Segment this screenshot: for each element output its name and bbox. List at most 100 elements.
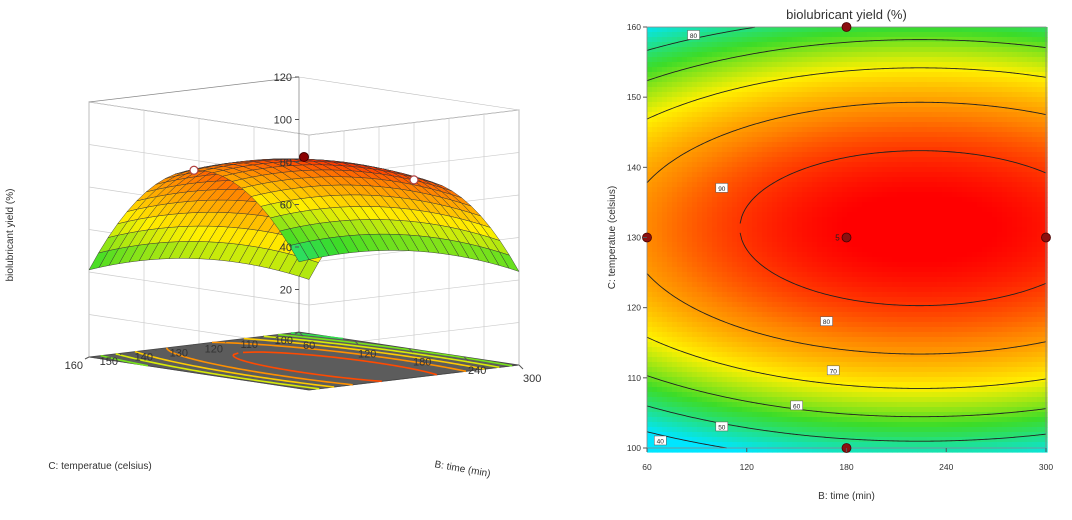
heat-cell: [782, 322, 788, 328]
heat-cell: [887, 177, 893, 183]
heat-cell: [867, 52, 873, 58]
heat-cell: [782, 127, 788, 133]
heat-cell: [647, 322, 653, 328]
heat-cell: [737, 232, 743, 238]
heat-cell: [767, 247, 773, 253]
heat-cell: [812, 92, 818, 98]
heat-cell: [882, 112, 888, 118]
heat-cell: [772, 227, 778, 233]
heat-cell: [672, 417, 678, 423]
heat-cell: [767, 37, 773, 43]
heat-cell: [877, 52, 883, 58]
heat-cell: [732, 152, 738, 158]
heat-cell: [847, 107, 853, 113]
heat-cell: [647, 82, 653, 88]
heat-cell: [672, 357, 678, 363]
heat-cell: [707, 212, 713, 218]
heat-cell: [882, 317, 888, 323]
heat-cell: [817, 37, 823, 43]
heat-cell: [887, 382, 893, 388]
heat-cell: [772, 357, 778, 363]
heat-cell: [847, 427, 853, 433]
heat-cell: [747, 92, 753, 98]
heat-cell: [722, 252, 728, 258]
heat-cell: [727, 352, 733, 358]
heat-cell: [892, 347, 898, 353]
heat-cell: [807, 87, 813, 93]
heat-cell: [842, 292, 848, 298]
heat-cell: [857, 97, 863, 103]
heat-cell: [792, 277, 798, 283]
heat-cell: [867, 267, 873, 273]
heat-cell: [837, 212, 843, 218]
heat-cell: [737, 317, 743, 323]
heat-cell: [722, 367, 728, 373]
heat-cell: [852, 202, 858, 208]
heat-cell: [757, 412, 763, 418]
heat-cell: [877, 267, 883, 273]
heat-cell: [677, 212, 683, 218]
heat-cell: [682, 117, 688, 123]
heat-cell: [837, 52, 843, 58]
heat-cell: [767, 312, 773, 318]
heat-cell: [672, 82, 678, 88]
heat-cell: [867, 137, 873, 143]
heat-cell: [797, 122, 803, 128]
heat-cell: [737, 202, 743, 208]
heat-cell: [732, 82, 738, 88]
heat-cell: [662, 217, 668, 223]
heat-cell: [687, 157, 693, 163]
heat-cell: [862, 107, 868, 113]
heat-cell: [817, 177, 823, 183]
heat-cell: [787, 307, 793, 313]
heat-cell: [772, 417, 778, 423]
heat-cell: [772, 382, 778, 388]
heat-cell: [787, 322, 793, 328]
heat-cell: [792, 362, 798, 368]
heat-cell: [657, 302, 663, 308]
heat-cell: [887, 312, 893, 318]
z-tick-label: 60: [280, 200, 292, 212]
heat-cell: [877, 172, 883, 178]
heat-cell: [812, 392, 818, 398]
heat-cell: [862, 42, 868, 48]
heat-cell: [682, 282, 688, 288]
heat-cell: [692, 397, 698, 403]
heat-cell: [787, 267, 793, 273]
heat-cell: [732, 247, 738, 253]
heat-cell: [827, 407, 833, 413]
heat-cell: [902, 227, 908, 233]
heat-cell: [877, 67, 883, 73]
heat-cell: [887, 237, 893, 243]
heat-cell: [877, 127, 883, 133]
heat-cell: [877, 247, 883, 253]
heat-cell: [897, 227, 903, 233]
heat-cell: [777, 367, 783, 373]
heat-cell: [712, 147, 718, 153]
heat-cell: [687, 57, 693, 63]
heat-cell: [717, 382, 723, 388]
heat-cell: [807, 302, 813, 308]
heat-cell: [852, 312, 858, 318]
heat-cell: [682, 432, 688, 438]
heat-cell: [662, 232, 668, 238]
top-edge: [89, 77, 299, 102]
heat-cell: [652, 422, 658, 428]
heat-cell: [872, 222, 878, 228]
heat-cell: [667, 47, 673, 53]
heat-cell: [822, 287, 828, 293]
heat-cell: [767, 407, 773, 413]
heat-cell: [787, 312, 793, 318]
heat-cell: [732, 177, 738, 183]
heat-cell: [772, 292, 778, 298]
heat-cell: [892, 77, 898, 83]
heat-cell: [802, 187, 808, 193]
heat-cell: [822, 137, 828, 143]
heat-cell: [647, 32, 653, 38]
heat-cell: [762, 37, 768, 43]
heat-cell: [822, 327, 828, 333]
heat-cell: [902, 152, 908, 158]
heat-cell: [897, 242, 903, 248]
heat-cell: [767, 257, 773, 263]
heat-cell: [787, 127, 793, 133]
